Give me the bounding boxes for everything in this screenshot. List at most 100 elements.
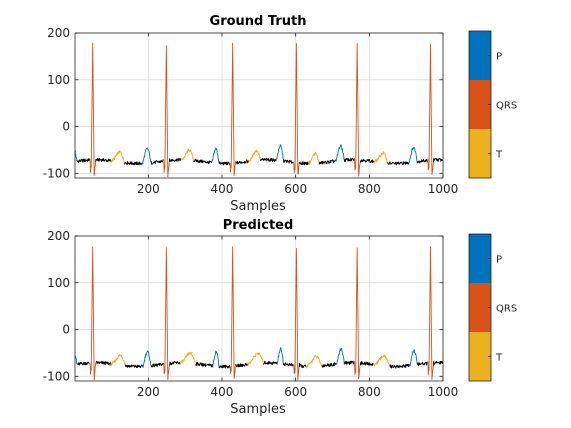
baseline-segment (298, 161, 309, 166)
qrs-wave-segment (293, 247, 300, 381)
t-wave-segment (305, 354, 322, 369)
p-wave-segment (335, 144, 345, 162)
qrs-wave-segment (229, 42, 237, 177)
p-wave-segment (409, 349, 418, 366)
baseline-segment (283, 159, 294, 164)
t-wave-segment (374, 151, 388, 163)
panel-title: Ground Truth (210, 14, 307, 29)
qrs-wave-segment (427, 246, 434, 381)
p-wave-segment (276, 347, 284, 365)
baseline-segment (95, 157, 112, 163)
baseline-segment (432, 360, 444, 366)
y-tick-label: 200 (47, 26, 70, 40)
baseline-segment (343, 360, 355, 365)
baseline-segment (76, 361, 90, 366)
baseline-segment (387, 161, 410, 166)
qrs-wave-segment (353, 247, 361, 380)
baseline-segment (150, 159, 164, 165)
x-tick-label: 800 (358, 182, 381, 196)
x-tick-label: 800 (358, 385, 381, 399)
baseline-segment (359, 158, 375, 164)
panel-title: Predicted (223, 218, 294, 233)
x-axis-label: Samples (230, 199, 286, 214)
baseline-segment (321, 362, 337, 368)
colorbar-block-t (469, 129, 491, 178)
t-wave-segment (307, 152, 320, 166)
t-wave-segment (248, 149, 262, 163)
baseline-segment (76, 158, 90, 164)
colorbar-label-p: P (496, 52, 502, 63)
colorbar-label-qrs: QRS (496, 304, 517, 315)
colorbar-label-p: P (496, 255, 502, 266)
ecg-signal (74, 246, 444, 381)
y-tick-label: -100 (43, 166, 70, 180)
y-tick-label: -100 (43, 369, 70, 383)
colorbar-block-p (469, 31, 491, 80)
colorbar-block-p (469, 234, 491, 283)
baseline-segment (416, 158, 428, 164)
x-tick-label: 400 (211, 182, 234, 196)
p-wave-segment (408, 146, 418, 164)
panel-ground-truth: Ground Truth 200 400 600 800 10002001000-100… (43, 14, 517, 214)
baseline-segment (218, 364, 231, 369)
baseline-segment (416, 361, 428, 367)
baseline-segment (95, 360, 112, 366)
axes-frame (74, 235, 444, 382)
p-wave-segment (142, 350, 152, 368)
x-tick-label: 400 (211, 385, 234, 399)
y-tick-label: 100 (47, 276, 70, 290)
qrs-wave-segment (353, 42, 361, 177)
colorbar-label-t: T (495, 150, 503, 161)
baseline-segment (359, 361, 374, 366)
colorbar: P QRS T (468, 30, 517, 179)
qrs-wave-segment (163, 45, 170, 178)
qrs-wave-segment (163, 247, 170, 380)
y-tick-label: 0 (62, 120, 70, 134)
baseline-segment (432, 158, 444, 162)
baseline-segment (193, 158, 212, 165)
baseline-segment (195, 361, 213, 368)
colorbar-block-t (469, 332, 491, 381)
x-tick-label: 200 (137, 182, 160, 196)
baseline-segment (343, 157, 355, 163)
t-wave-segment (180, 148, 195, 162)
x-tick-label: 200 (137, 385, 160, 399)
baseline-segment (235, 159, 249, 165)
p-wave-segment (336, 347, 345, 365)
x-tick-label: 600 (284, 385, 307, 399)
p-wave-segment (275, 144, 284, 162)
qrs-wave-segment (89, 42, 97, 177)
x-tick-label: 600 (284, 182, 307, 196)
colorbar-frame (468, 233, 492, 382)
baseline-segment (168, 157, 182, 163)
p-wave-segment (141, 147, 152, 165)
qrs-wave-segment (229, 246, 237, 379)
t-wave-segment (372, 354, 391, 367)
t-wave-segment (110, 354, 126, 367)
axes-frame (74, 32, 444, 179)
baseline-segment (235, 362, 248, 368)
y-tick-label: 0 (62, 323, 70, 337)
qrs-wave-segment (293, 43, 300, 175)
baseline-segment (168, 360, 181, 367)
colorbar: P QRS T (468, 233, 517, 382)
x-tick-label: 1000 (428, 385, 459, 399)
baseline-segment (318, 159, 337, 165)
t-wave-segment (247, 352, 264, 367)
x-axis-label: Samples (230, 402, 286, 417)
colorbar-frame (468, 30, 492, 179)
x-tick-label: 1000 (428, 182, 459, 196)
baseline-segment (389, 363, 410, 369)
baseline-segment (260, 157, 277, 162)
qrs-wave-segment (89, 246, 97, 381)
t-wave-segment (179, 351, 196, 365)
p-wave-segment (211, 147, 220, 163)
y-tick-label: 100 (47, 73, 70, 87)
baseline-segment (218, 161, 231, 166)
baseline-segment (150, 362, 164, 368)
y-tick-label: 200 (47, 229, 70, 243)
colorbar-label-qrs: QRS (496, 101, 517, 112)
